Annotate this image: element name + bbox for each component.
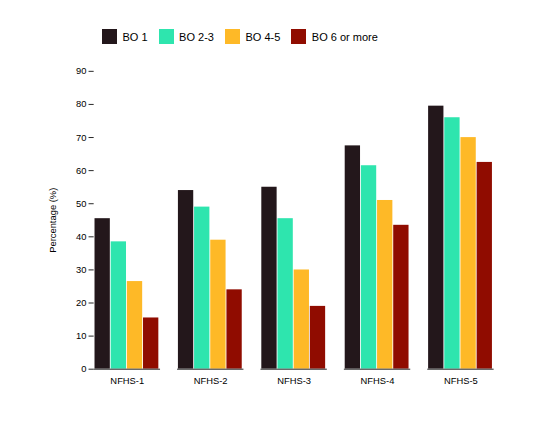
- svg-text:20: 20: [76, 298, 86, 308]
- svg-text:10: 10: [76, 331, 86, 341]
- svg-text:NFHS-3: NFHS-3: [277, 375, 311, 385]
- svg-text:30: 30: [76, 264, 86, 274]
- html-text:BO 1: BO 1: [122, 30, 148, 43]
- svg-text:60: 60: [76, 165, 86, 175]
- svg-text:NFHS-5: NFHS-5: [444, 375, 478, 385]
- svg-text:70: 70: [76, 132, 86, 142]
- html-text:BO 2-3: BO 2-3: [179, 30, 214, 43]
- svg-text:Percentage (%): Percentage (%): [48, 187, 58, 252]
- svg-text:50: 50: [76, 198, 86, 208]
- svg-text:90: 90: [76, 66, 86, 76]
- html-text:BO 4-5: BO 4-5: [245, 30, 281, 43]
- svg-text:0: 0: [81, 364, 86, 374]
- svg-text:NFHS-1: NFHS-1: [110, 375, 144, 385]
- svg-text:40: 40: [76, 231, 86, 241]
- svg-text:NFHS-2: NFHS-2: [194, 375, 228, 385]
- html-text:BO 6 or more: BO 6 or more: [311, 30, 378, 43]
- svg-text:80: 80: [76, 99, 86, 109]
- svg-text:NFHS-4: NFHS-4: [361, 375, 395, 385]
